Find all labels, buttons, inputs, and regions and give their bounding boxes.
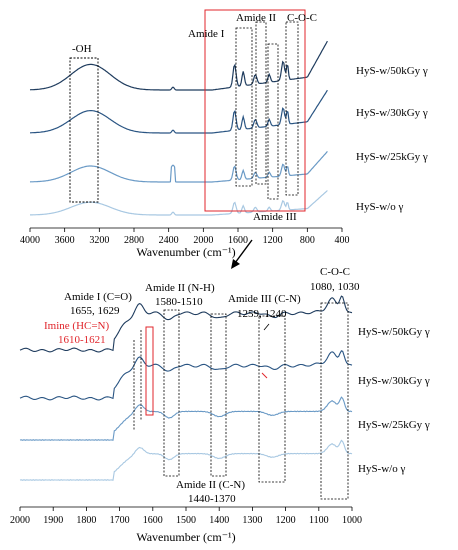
top-series-line (30, 89, 328, 134)
bottom-spectra-curves (19, 295, 353, 481)
imine-label: Imine (HC=N) (44, 320, 109, 332)
c-o-c-bottom-values: 1080, 1030 (310, 281, 360, 293)
zoom-region-box (204, 9, 306, 212)
bottom-x-tick-label: 1800 (76, 515, 96, 526)
legend-wo: HyS-w/o γ (356, 201, 403, 213)
top-x-tick-label: 1600 (228, 235, 248, 246)
amide2-cn-box (210, 313, 227, 477)
amide2-nh-values: 1580-1510 (155, 296, 203, 308)
bottom-series-line (19, 396, 353, 441)
amide2-nh-label: Amide II (N-H) (145, 282, 215, 294)
bottom-x-tick-label: 1100 (309, 515, 329, 526)
bottom-x-tick-label: 2000 (10, 515, 30, 526)
amide2-cn-label: Amide II (C-N) (176, 479, 245, 491)
top-spectra-curves (29, 40, 328, 216)
amide3-cn-box (258, 315, 286, 483)
amide3-box (267, 43, 279, 200)
legend-25kgy: HyS-w/25kGy γ (356, 151, 428, 163)
top-spectra-panel: -OH Amide I Amide II C-O-C Amide III HyS… (20, 9, 428, 259)
bottom-series-line (19, 295, 353, 353)
top-x-tick-label: 2400 (159, 235, 179, 246)
top-x-axis-label: Wavenumber (cm⁻¹) (136, 245, 235, 259)
oh-region-box (69, 57, 99, 203)
c-o-c-box (285, 21, 299, 196)
bottom-x-axis-label: Wavenumber (cm⁻¹) (136, 530, 235, 544)
top-x-ticks: 4000 3600 3200 2800 2400 2000 1600 1200 800 400 (20, 228, 350, 246)
top-x-tick-label: 4000 (20, 235, 40, 246)
legend-50kgy-bottom: HyS-w/50kGy γ (358, 326, 430, 338)
top-series-line (29, 151, 328, 183)
amide3-cn-values: 1259, 1240 (237, 308, 287, 320)
zoom-arrow (231, 239, 253, 269)
amide2-cn-values: 1440-1370 (188, 493, 236, 505)
amide3-label: Amide III (253, 211, 297, 223)
amide1-co-values: 1655, 1629 (70, 305, 120, 317)
bottom-x-tick-label: 1400 (209, 515, 229, 526)
bottom-spectra-panel: Amide I (C=O) 1655, 1629 Imine (HC=N) 16… (10, 266, 430, 544)
top-legend: HyS-w/50kGy γ HyS-w/30kGy γ HyS-w/25kGy … (356, 65, 428, 213)
top-x-tick-label: 800 (300, 235, 315, 246)
bottom-series-line (19, 350, 353, 401)
imine-values: 1610-1621 (58, 334, 106, 346)
amide2-box (255, 21, 267, 185)
bottom-series-line (19, 439, 353, 481)
bottom-x-tick-label: 1600 (143, 515, 163, 526)
c-o-c-bottom-label: C-O-C (320, 266, 350, 278)
amide1-co-label: Amide I (C=O) (64, 291, 132, 303)
oh-label: -OH (72, 43, 92, 55)
bottom-x-tick-label: 1200 (276, 515, 296, 526)
legend-30kgy: HyS-w/30kGy γ (356, 107, 428, 119)
legend-30kgy-bottom: HyS-w/30kGy γ (358, 375, 430, 387)
amide1-box (235, 27, 253, 187)
bottom-x-tick-label: 1000 (342, 515, 362, 526)
top-x-tick-label: 3200 (89, 235, 109, 246)
amide3-cn-label: Amide III (C-N) (228, 293, 301, 305)
bottom-legend: HyS-w/50kGy γ HyS-w/30kGy γ HyS-w/25kGy … (358, 326, 430, 475)
legend-50kgy: HyS-w/50kGy γ (356, 65, 428, 77)
imine-box (145, 326, 154, 416)
red-marker (261, 372, 268, 379)
legend-wo-bottom: HyS-w/o γ (358, 463, 405, 475)
bottom-x-tick-label: 1500 (176, 515, 196, 526)
top-x-tick-label: 2800 (124, 235, 144, 246)
top-x-tick-label: 3600 (55, 235, 75, 246)
amide1-label: Amide I (188, 28, 225, 40)
amide2-nh-box (163, 309, 180, 477)
bottom-x-ticks: 2000 1900 1800 1700 1600 1500 1400 1300 1200 1100… (10, 507, 362, 526)
c-o-c-label: C-O-C (287, 12, 317, 24)
bottom-x-tick-label: 1900 (43, 515, 63, 526)
amide2-label: Amide II (236, 12, 276, 24)
bottom-x-tick-label: 1300 (242, 515, 262, 526)
top-x-tick-label: 2000 (193, 235, 213, 246)
top-x-tick-label: 1200 (263, 235, 283, 246)
amide3-pointer (263, 323, 270, 331)
c-o-c-bottom-box (320, 302, 349, 500)
top-x-tick-label: 400 (335, 235, 350, 246)
legend-25kgy-bottom: HyS-w/25kGy γ (358, 419, 430, 431)
bottom-x-tick-label: 1700 (110, 515, 130, 526)
